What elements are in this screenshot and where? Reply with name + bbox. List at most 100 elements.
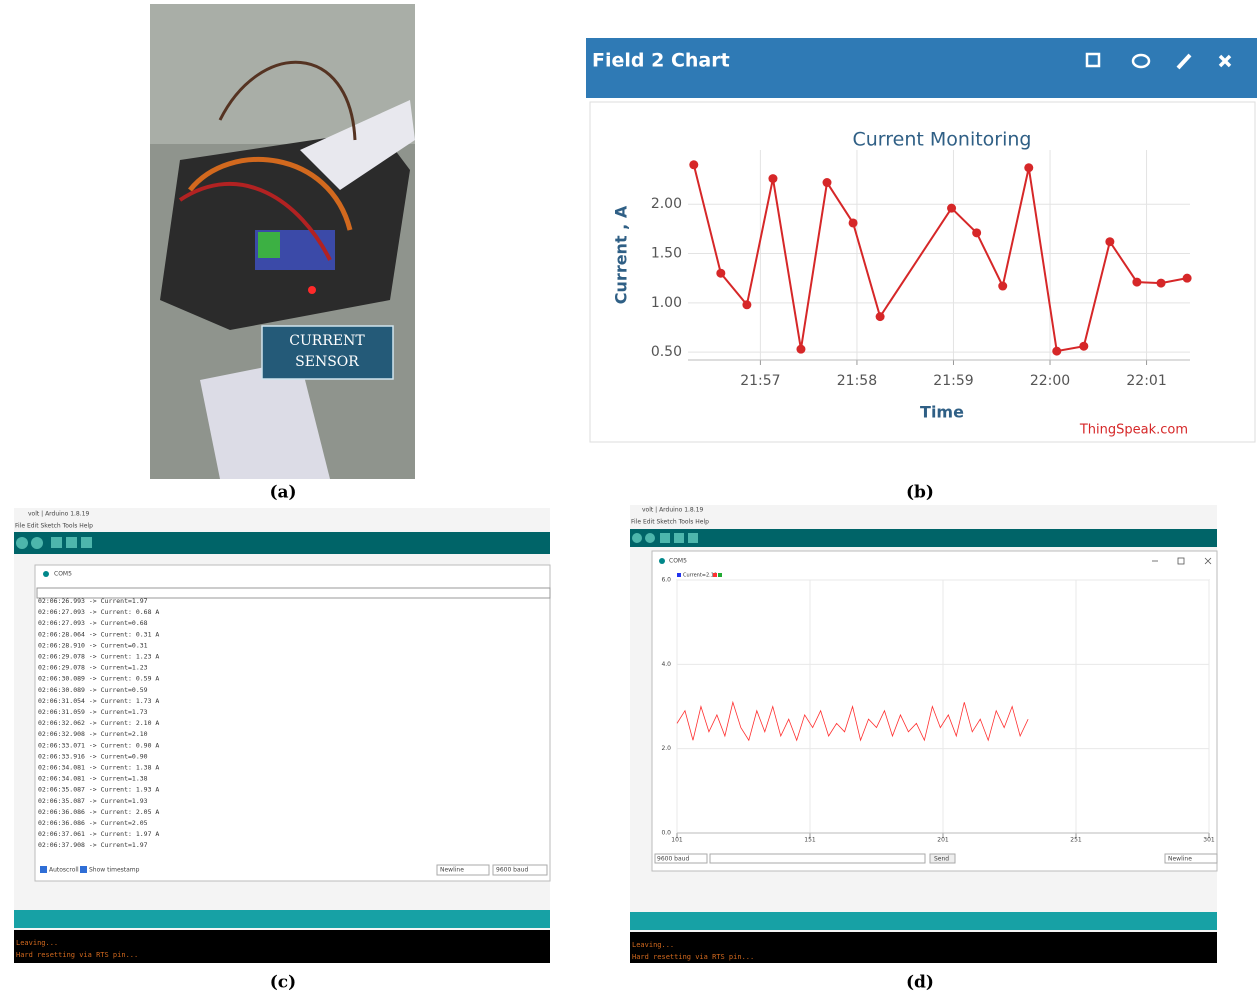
serial-line: 02:06:37.061 -> Current: 1.97 A — [38, 830, 159, 838]
y-tick-label: 0.0 — [661, 830, 671, 837]
verify-button[interactable] — [632, 533, 642, 543]
legend-label: Current=2.19 — [683, 573, 717, 579]
serial-line: 02:06:31.054 -> Current: 1.73 A — [38, 697, 159, 705]
y-tick-label: 2.00 — [651, 196, 682, 212]
upload-button[interactable] — [645, 533, 655, 543]
window-title: volt | Arduino 1.8.19 — [28, 511, 89, 518]
checkbox[interactable] — [80, 866, 87, 873]
open-button[interactable] — [66, 537, 77, 548]
serial-line: 02:06:29.078 -> Current: 1.23 A — [38, 653, 159, 661]
serial-line: 02:06:32.062 -> Current: 2.10 A — [38, 719, 159, 727]
label-text: CURRENT — [289, 333, 365, 349]
legend-swatch — [713, 573, 717, 577]
serial-plotter-screenshot: volt | Arduino 1.8.19 File Edit Sketch T… — [630, 505, 1217, 963]
verify-button[interactable] — [16, 537, 28, 549]
app-icon — [43, 571, 49, 577]
x-tick-label: 301 — [1203, 837, 1215, 844]
data-point — [1105, 237, 1114, 246]
new-button[interactable] — [51, 537, 62, 548]
data-point — [796, 345, 805, 354]
serial-line: 02:06:27.093 -> Current: 0.68 A — [38, 608, 159, 616]
data-point — [1183, 274, 1192, 283]
serial-line: 02:06:26.993 -> Current=1.97 — [38, 597, 148, 605]
figure: CURRENT SENSOR (a) Field 2 Chart Current… — [0, 0, 1257, 997]
legend-swatch — [677, 573, 681, 577]
y-tick-label: 2.0 — [661, 745, 671, 752]
toolbar — [14, 532, 550, 554]
console-line: Leaving... — [16, 939, 58, 947]
window-title: volt | Arduino 1.8.19 — [642, 507, 703, 514]
app-icon — [659, 558, 665, 564]
y-tick-label: 0.50 — [651, 344, 682, 360]
serial-line: 02:06:28.910 -> Current=0.31 — [38, 641, 148, 649]
data-point — [689, 160, 698, 169]
menu-bar: File Edit Sketch Tools Help — [15, 523, 93, 530]
line-ending: Newline — [1168, 856, 1192, 863]
x-tick-label: 21:58 — [837, 373, 877, 389]
save-button[interactable] — [688, 533, 698, 543]
save-button[interactable] — [81, 537, 92, 548]
label-text: SENSOR — [295, 354, 359, 370]
data-point — [1079, 342, 1088, 351]
x-tick-label: 22:00 — [1030, 373, 1070, 389]
port-title: COM5 — [669, 558, 687, 565]
upload-button[interactable] — [31, 537, 43, 549]
data-point — [1157, 279, 1166, 288]
chart-area — [590, 102, 1255, 442]
caption: (b) — [906, 483, 934, 503]
thingspeak-panel: Field 2 Chart Current Monitoring Time Cu… — [586, 38, 1257, 442]
data-point — [876, 312, 885, 321]
baud: 9600 baud — [496, 867, 528, 874]
data-point — [1052, 347, 1061, 356]
toolbar — [630, 529, 1217, 547]
y-axis-label: Current , A — [612, 205, 631, 304]
serial-line: 02:06:27.093 -> Current=0.68 — [38, 619, 148, 627]
data-point — [1024, 163, 1033, 172]
serial-line: 02:06:35.087 -> Current=1.93 — [38, 797, 148, 805]
x-tick-label: 251 — [1070, 837, 1082, 844]
status-bar — [630, 912, 1217, 930]
terminal-block — [258, 232, 280, 258]
timestamp-label: Show timestamp — [89, 867, 140, 874]
y-tick-label: 1.00 — [651, 295, 682, 311]
checkbox[interactable] — [40, 866, 47, 873]
console-line: Hard resetting via RTS pin... — [632, 953, 754, 961]
data-point — [998, 282, 1007, 291]
serial-line: 02:06:30.089 -> Current: 0.59 A — [38, 675, 159, 683]
y-tick-label: 4.0 — [661, 661, 671, 668]
send-input[interactable] — [710, 854, 925, 863]
serial-line: 02:06:34.081 -> Current: 1.38 A — [38, 764, 159, 772]
serial-monitor-screenshot: volt | Arduino 1.8.19 File Edit Sketch T… — [14, 508, 550, 963]
x-tick-label: 201 — [937, 837, 949, 844]
x-tick-label: 151 — [804, 837, 816, 844]
chart-title: Current Monitoring — [852, 129, 1031, 151]
data-point — [823, 178, 832, 187]
serial-line: 02:06:33.071 -> Current: 0.90 A — [38, 741, 159, 749]
autoscroll-label: Autoscroll — [49, 867, 79, 874]
menu-bar: File Edit Sketch Tools Help — [631, 519, 709, 526]
panel-title: Field 2 Chart — [592, 50, 730, 72]
serial-line: 02:06:31.059 -> Current=1.73 — [38, 708, 148, 716]
photo: CURRENT SENSOR — [150, 4, 415, 479]
serial-line: 02:06:30.089 -> Current=0.59 — [38, 686, 148, 694]
legend-swatch — [718, 573, 722, 577]
serial-line: 02:06:28.064 -> Current: 0.31 A — [38, 630, 159, 638]
baud: 9600 baud — [657, 856, 689, 863]
x-axis-label: Time — [920, 403, 964, 422]
new-button[interactable] — [660, 533, 670, 543]
caption: (c) — [270, 973, 296, 993]
x-tick-label: 21:59 — [933, 373, 973, 389]
serial-line: 02:06:35.087 -> Current: 1.93 A — [38, 786, 159, 794]
serial-line: 02:06:34.081 -> Current=1.38 — [38, 775, 148, 783]
caption: (d) — [906, 973, 934, 993]
x-tick-label: 22:01 — [1126, 373, 1166, 389]
open-button[interactable] — [674, 533, 684, 543]
data-point — [849, 218, 858, 227]
x-tick-label: 101 — [671, 837, 683, 844]
send-label: Send — [934, 856, 949, 863]
data-point — [1132, 278, 1141, 287]
port-title: COM5 — [54, 571, 72, 578]
data-point — [947, 204, 956, 213]
caption: (a) — [269, 483, 296, 503]
led — [308, 286, 316, 294]
